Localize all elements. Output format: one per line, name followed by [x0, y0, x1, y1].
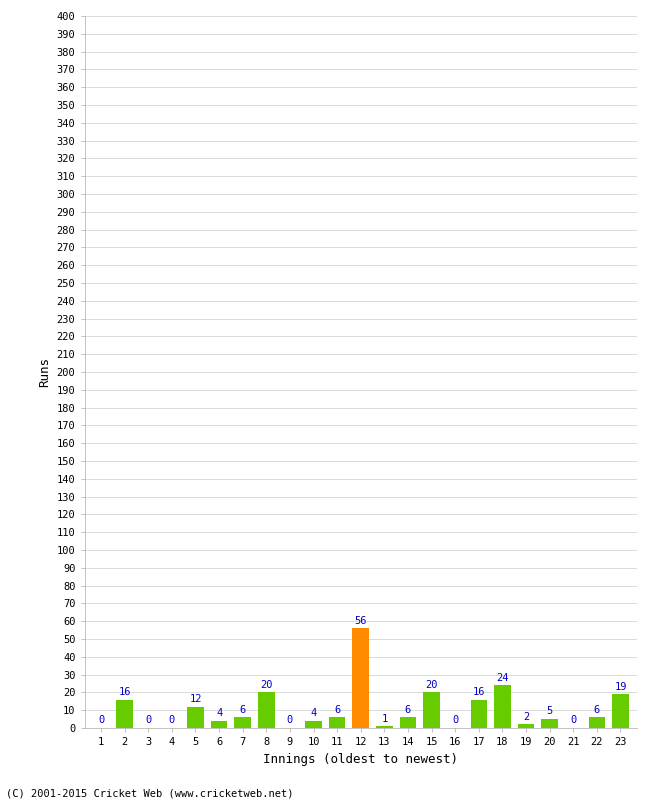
Text: 4: 4: [311, 708, 317, 718]
Text: 0: 0: [570, 715, 577, 726]
Bar: [612, 694, 629, 728]
Text: 0: 0: [287, 715, 293, 726]
Text: 20: 20: [260, 680, 272, 690]
Text: 12: 12: [189, 694, 202, 704]
Bar: [329, 718, 345, 728]
Bar: [518, 725, 534, 728]
Y-axis label: Runs: Runs: [38, 357, 51, 387]
Text: 20: 20: [425, 680, 438, 690]
Bar: [211, 721, 227, 728]
Text: 2: 2: [523, 712, 529, 722]
Text: (C) 2001-2015 Cricket Web (www.cricketweb.net): (C) 2001-2015 Cricket Web (www.cricketwe…: [6, 789, 294, 798]
Bar: [471, 699, 487, 728]
Text: 0: 0: [98, 715, 104, 726]
Bar: [352, 628, 369, 728]
Text: 19: 19: [614, 682, 627, 691]
Bar: [376, 726, 393, 728]
Bar: [187, 706, 203, 728]
Text: 0: 0: [145, 715, 151, 726]
Text: 6: 6: [240, 705, 246, 714]
Text: 56: 56: [354, 616, 367, 626]
Text: 6: 6: [405, 705, 411, 714]
X-axis label: Innings (oldest to newest): Innings (oldest to newest): [263, 753, 458, 766]
Bar: [423, 693, 440, 728]
Bar: [589, 718, 605, 728]
Bar: [400, 718, 416, 728]
Text: 1: 1: [382, 714, 387, 723]
Text: 0: 0: [452, 715, 458, 726]
Bar: [541, 719, 558, 728]
Bar: [494, 686, 511, 728]
Text: 5: 5: [547, 706, 552, 717]
Bar: [116, 699, 133, 728]
Text: 6: 6: [593, 705, 600, 714]
Text: 16: 16: [118, 687, 131, 697]
Text: 24: 24: [496, 673, 509, 682]
Bar: [258, 693, 274, 728]
Text: 6: 6: [334, 705, 340, 714]
Bar: [235, 718, 251, 728]
Bar: [306, 721, 322, 728]
Text: 0: 0: [169, 715, 175, 726]
Text: 16: 16: [473, 687, 485, 697]
Text: 4: 4: [216, 708, 222, 718]
